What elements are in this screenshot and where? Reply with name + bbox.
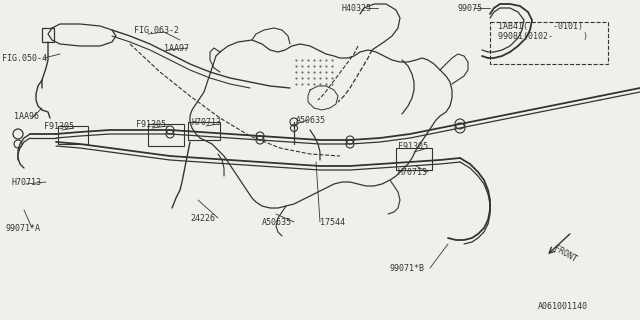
- Text: A50635: A50635: [296, 116, 326, 125]
- Text: FRONT: FRONT: [552, 244, 578, 264]
- Text: A50635: A50635: [262, 218, 292, 227]
- Text: FIG.050-4: FIG.050-4: [2, 54, 47, 63]
- Text: F91305: F91305: [136, 120, 166, 129]
- Text: 1AA97: 1AA97: [164, 44, 189, 53]
- Text: 99075: 99075: [458, 4, 483, 13]
- Bar: [42, 28, 54, 42]
- Text: 17544: 17544: [320, 218, 345, 227]
- Text: FIG.063-2: FIG.063-2: [134, 26, 179, 35]
- Bar: [148, 124, 184, 146]
- Text: H40325: H40325: [342, 4, 372, 13]
- Text: 99071*A: 99071*A: [6, 224, 41, 233]
- Text: 1AA96: 1AA96: [14, 112, 39, 121]
- Text: 24226: 24226: [190, 214, 215, 223]
- Text: H70713: H70713: [12, 178, 42, 187]
- Bar: [396, 148, 432, 170]
- Bar: [58, 126, 88, 144]
- Text: H70713: H70713: [192, 118, 222, 127]
- Text: F91305: F91305: [398, 142, 428, 151]
- Text: 1AB41(     -0101): 1AB41( -0101): [498, 22, 583, 31]
- Text: 99081(0102-      ): 99081(0102- ): [498, 32, 588, 41]
- Text: H70713: H70713: [398, 168, 428, 177]
- Bar: [490, 22, 608, 64]
- Text: 99071*B: 99071*B: [390, 264, 425, 273]
- Bar: [188, 122, 220, 140]
- Text: A061001140: A061001140: [538, 302, 588, 311]
- Text: F91305: F91305: [44, 122, 74, 131]
